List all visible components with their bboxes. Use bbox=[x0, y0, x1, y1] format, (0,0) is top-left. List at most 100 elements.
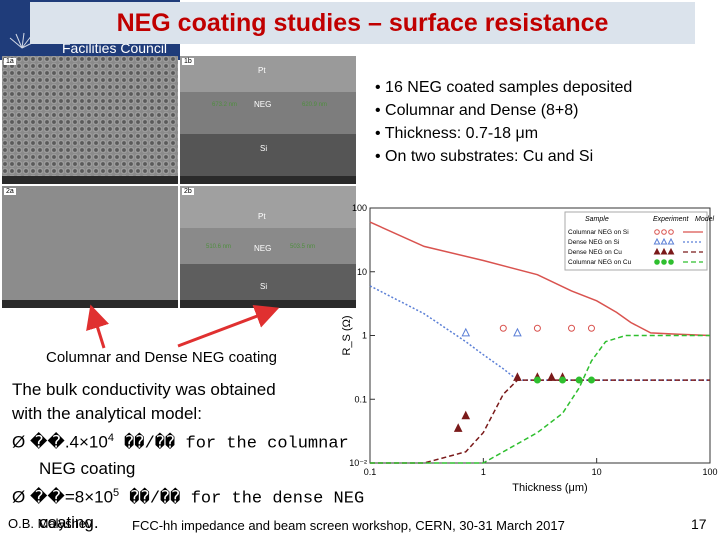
x-tick-label: 100 bbox=[702, 467, 717, 477]
x-axis-label: Thickness (μm) bbox=[512, 482, 587, 494]
data-point bbox=[575, 376, 583, 384]
bullet-list: • 16 NEG coated samples deposited • Colu… bbox=[375, 76, 632, 168]
sem-image-2a: 2a bbox=[2, 186, 178, 308]
logo-text: Facilities Council bbox=[62, 40, 168, 56]
legend-marker bbox=[661, 259, 667, 265]
layer-label-si: Si bbox=[260, 144, 268, 153]
legend-entry: Dense NEG on Cu bbox=[568, 249, 622, 256]
y-axis-label: R_S (Ω) bbox=[341, 315, 353, 355]
data-point bbox=[513, 372, 522, 381]
body-line: with the analytical model: bbox=[12, 404, 202, 423]
arrow-to-dense bbox=[177, 305, 280, 348]
panel-tag: 1a bbox=[4, 58, 16, 65]
footer-event: FCC-hh impedance and beam screen worksho… bbox=[132, 518, 565, 533]
arrow-to-columnar bbox=[86, 304, 110, 349]
data-point bbox=[461, 410, 471, 420]
unit-text: ��/�� for the dense NEG bbox=[119, 489, 365, 509]
title-box: NEG coating studies – surface resistance bbox=[30, 2, 695, 44]
slide-title: NEG coating studies – surface resistance bbox=[116, 8, 609, 37]
legend-marker bbox=[668, 229, 674, 235]
layer-label-pt: Pt bbox=[258, 212, 266, 221]
sem-image-2b: 2b Pt NEG Si 510.6 nm 503.5 nm bbox=[180, 186, 356, 308]
sem-image-1b: 1b Pt NEG Si 673.2 nm 620.9 nm bbox=[180, 56, 356, 184]
thickness-measure: 620.9 nm bbox=[302, 102, 328, 108]
body-line: NEG coating bbox=[39, 458, 136, 478]
value: .4×10 bbox=[64, 432, 108, 452]
scale-bar bbox=[2, 300, 178, 308]
legend-marker bbox=[653, 237, 661, 245]
scale-bar bbox=[180, 300, 356, 308]
y-tick-label: 0.1 bbox=[354, 394, 367, 404]
data-point bbox=[587, 376, 595, 384]
layer-label-neg: NEG bbox=[254, 244, 272, 253]
x-tick-label: 10 bbox=[592, 467, 602, 477]
data-point bbox=[453, 423, 463, 432]
legend-marker bbox=[653, 247, 661, 255]
bullet-prefix: Ø �� bbox=[12, 487, 65, 507]
header-bar: Facilities Council NEG coating studies –… bbox=[0, 0, 720, 60]
legend-entry: Columnar NEG on Si bbox=[568, 229, 629, 236]
panel-tag: 1b bbox=[182, 58, 194, 65]
thickness-measure: 673.2 nm bbox=[212, 102, 238, 108]
sem-image-1a: 1a bbox=[2, 56, 178, 184]
value: =8×10 bbox=[64, 487, 114, 507]
conductivity-dense: Ø ��=8×105 ��/�� for the dense NEG bbox=[12, 481, 412, 512]
panel-tag: 2b bbox=[182, 188, 194, 195]
legend-entry: Columnar NEG on Cu bbox=[568, 259, 632, 266]
legend-entry: Dense NEG on Si bbox=[568, 239, 619, 246]
legend-marker bbox=[654, 229, 660, 235]
data-point bbox=[533, 376, 541, 384]
bullet-item: • Thickness: 0.7-18 μm bbox=[375, 125, 539, 142]
exponent: 5 bbox=[113, 486, 120, 499]
bullet-item: • 16 NEG coated samples deposited bbox=[375, 79, 633, 96]
exponent: 4 bbox=[107, 432, 114, 444]
legend-header: Experiment bbox=[653, 216, 689, 223]
legend-box bbox=[564, 211, 708, 271]
panel-tag: 2a bbox=[4, 188, 16, 195]
thickness-measure: 503.5 nm bbox=[290, 244, 316, 250]
series-line bbox=[369, 221, 711, 337]
footer-author: O.B. Malyshev bbox=[8, 516, 93, 531]
data-point bbox=[533, 324, 541, 332]
data-point bbox=[559, 376, 567, 384]
series-line bbox=[370, 334, 710, 464]
data-point bbox=[499, 324, 507, 332]
data-point bbox=[513, 327, 522, 337]
data-point bbox=[547, 372, 556, 381]
image-caption: Columnar and Dense NEG coating bbox=[46, 349, 277, 366]
thickness-measure: 510.6 nm bbox=[206, 244, 232, 250]
scale-bar bbox=[180, 176, 356, 184]
y-tick-label: 10 bbox=[357, 267, 367, 277]
scale-bar bbox=[2, 176, 178, 184]
legend-marker bbox=[667, 247, 675, 255]
y-tick-label: 100 bbox=[352, 203, 367, 213]
series-line bbox=[370, 379, 710, 464]
legend-marker bbox=[654, 259, 660, 265]
legend-marker bbox=[668, 259, 674, 265]
bullet-item: • Columnar and Dense (8+8) bbox=[375, 102, 579, 119]
y-tick-label: 10⁻² bbox=[349, 458, 367, 468]
legend-header: Model bbox=[695, 216, 715, 223]
data-point bbox=[587, 324, 595, 332]
legend-header: Sample bbox=[585, 216, 609, 223]
x-tick-label: 1 bbox=[481, 467, 486, 477]
body-line: The bulk conductivity was obtained bbox=[12, 380, 276, 399]
body-text: The bulk conductivity was obtained with … bbox=[12, 378, 412, 535]
body-line: coating. bbox=[39, 513, 99, 533]
layer-label-neg: NEG bbox=[254, 100, 272, 109]
legend-marker bbox=[661, 229, 667, 235]
bullet-item: • On two substrates: Cu and Si bbox=[375, 148, 594, 165]
conductivity-columnar: Ø ��.4×104 ��/�� for the columnar bbox=[12, 426, 412, 457]
x-tick-label: 0.1 bbox=[364, 467, 377, 477]
unit-text: ��/�� for the columnar bbox=[113, 434, 349, 454]
bullet-prefix: Ø �� bbox=[12, 432, 65, 452]
data-point bbox=[568, 324, 576, 332]
legend-marker bbox=[667, 237, 675, 245]
layer-label-pt: Pt bbox=[258, 66, 266, 75]
series-line bbox=[369, 285, 710, 381]
layer-label-si: Si bbox=[260, 282, 268, 291]
data-point bbox=[461, 327, 471, 337]
legend-marker bbox=[660, 247, 668, 255]
